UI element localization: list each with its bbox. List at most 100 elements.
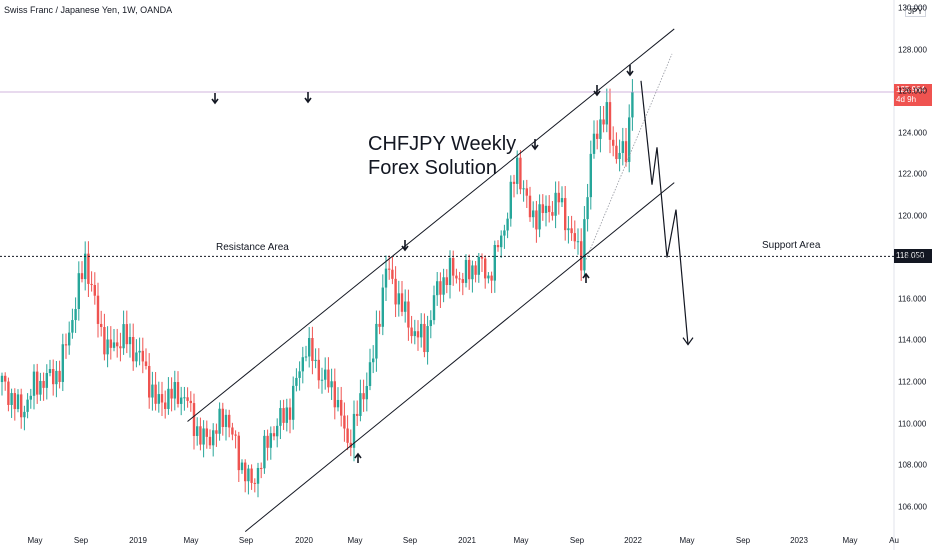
- candle-body[interactable]: [93, 285, 96, 296]
- candle-body[interactable]: [375, 323, 378, 359]
- candle-body[interactable]: [525, 188, 528, 196]
- candle-body[interactable]: [612, 139, 615, 146]
- candle-body[interactable]: [372, 358, 375, 363]
- candle-body[interactable]: [503, 230, 506, 236]
- candle-body[interactable]: [64, 344, 68, 346]
- candle-body[interactable]: [183, 397, 186, 399]
- candle-body[interactable]: [583, 219, 586, 271]
- candle-body[interactable]: [269, 433, 272, 448]
- candle-body[interactable]: [170, 388, 173, 399]
- candle-body[interactable]: [276, 425, 279, 437]
- candle-body[interactable]: [445, 277, 448, 286]
- candle-body[interactable]: [391, 269, 394, 279]
- candle-body[interactable]: [112, 342, 116, 348]
- candle-body[interactable]: [461, 279, 464, 283]
- candle-body[interactable]: [151, 384, 154, 398]
- candle-body[interactable]: [272, 433, 276, 437]
- candle-body[interactable]: [164, 402, 167, 409]
- candle-body[interactable]: [615, 145, 618, 160]
- candle-body[interactable]: [468, 259, 471, 280]
- candle-body[interactable]: [196, 426, 199, 436]
- candle-body[interactable]: [48, 369, 52, 374]
- candle-body[interactable]: [496, 244, 500, 248]
- candle-body[interactable]: [397, 293, 400, 305]
- candle-body[interactable]: [448, 257, 452, 286]
- candle-body[interactable]: [599, 119, 602, 139]
- candle-body[interactable]: [538, 204, 541, 230]
- candle-body[interactable]: [208, 436, 212, 446]
- candle-body[interactable]: [416, 331, 420, 338]
- candle-body[interactable]: [176, 382, 180, 404]
- candle-body[interactable]: [621, 141, 624, 153]
- candle-body[interactable]: [173, 382, 176, 399]
- candle-body[interactable]: [324, 369, 327, 380]
- candle-body[interactable]: [624, 141, 628, 162]
- candle-body[interactable]: [532, 210, 535, 218]
- candle-body[interactable]: [439, 281, 442, 295]
- candle-body[interactable]: [199, 426, 202, 445]
- candle-body[interactable]: [314, 359, 317, 362]
- candle-body[interactable]: [464, 259, 468, 283]
- candle-body[interactable]: [471, 265, 474, 280]
- candle-body[interactable]: [109, 339, 112, 348]
- candle-body[interactable]: [122, 324, 125, 349]
- candle-body[interactable]: [490, 275, 493, 281]
- candle-body[interactable]: [234, 434, 237, 436]
- candle-body[interactable]: [359, 393, 362, 416]
- candle-body[interactable]: [484, 258, 487, 279]
- candle-body[interactable]: [442, 277, 445, 295]
- candle-body[interactable]: [4, 375, 7, 382]
- candle-body[interactable]: [365, 385, 368, 400]
- candle-body[interactable]: [32, 371, 36, 396]
- candle-body[interactable]: [368, 362, 372, 386]
- candle-body[interactable]: [356, 413, 359, 416]
- candle-body[interactable]: [506, 218, 509, 231]
- candle-body[interactable]: [250, 468, 253, 483]
- candle-body[interactable]: [381, 287, 384, 327]
- candle-body[interactable]: [420, 323, 423, 338]
- candle-body[interactable]: [215, 430, 218, 434]
- candle-body[interactable]: [237, 435, 240, 471]
- candle-body[interactable]: [618, 152, 621, 160]
- candle-body[interactable]: [167, 388, 170, 409]
- candle-body[interactable]: [202, 428, 205, 445]
- candle-body[interactable]: [352, 413, 356, 448]
- candle-body[interactable]: [80, 273, 84, 280]
- candle-body[interactable]: [58, 370, 61, 382]
- candle-body[interactable]: [180, 397, 183, 404]
- candle-body[interactable]: [218, 408, 221, 434]
- currency-badge[interactable]: JPY: [905, 6, 926, 17]
- candle-body[interactable]: [13, 393, 16, 410]
- candle-body[interactable]: [189, 400, 192, 404]
- candle-body[interactable]: [68, 332, 71, 346]
- candle-body[interactable]: [256, 467, 260, 484]
- candle-body[interactable]: [400, 293, 404, 312]
- candle-body[interactable]: [26, 399, 29, 412]
- candle-body[interactable]: [404, 301, 407, 312]
- candle-body[interactable]: [205, 428, 208, 437]
- candle-body[interactable]: [304, 356, 308, 358]
- candle-body[interactable]: [16, 394, 20, 410]
- candle-body[interactable]: [20, 394, 23, 418]
- candle-body[interactable]: [541, 204, 544, 213]
- candle-body[interactable]: [295, 377, 298, 386]
- candle-body[interactable]: [39, 380, 42, 395]
- candle-body[interactable]: [509, 181, 512, 219]
- candle-body[interactable]: [570, 228, 573, 234]
- candle-body[interactable]: [87, 253, 90, 284]
- candle-body[interactable]: [432, 295, 436, 321]
- candle-body[interactable]: [317, 359, 320, 381]
- candle-body[interactable]: [52, 369, 55, 385]
- candle-body[interactable]: [452, 257, 455, 276]
- candle-body[interactable]: [493, 244, 496, 281]
- candle-body[interactable]: [132, 336, 135, 362]
- candle-body[interactable]: [407, 301, 410, 328]
- candle-body[interactable]: [23, 411, 26, 418]
- candle-body[interactable]: [231, 427, 234, 435]
- candle-body[interactable]: [292, 385, 295, 420]
- candle-body[interactable]: [580, 241, 583, 271]
- candle-body[interactable]: [221, 408, 224, 427]
- candle-body[interactable]: [138, 350, 141, 353]
- candle-body[interactable]: [388, 268, 391, 270]
